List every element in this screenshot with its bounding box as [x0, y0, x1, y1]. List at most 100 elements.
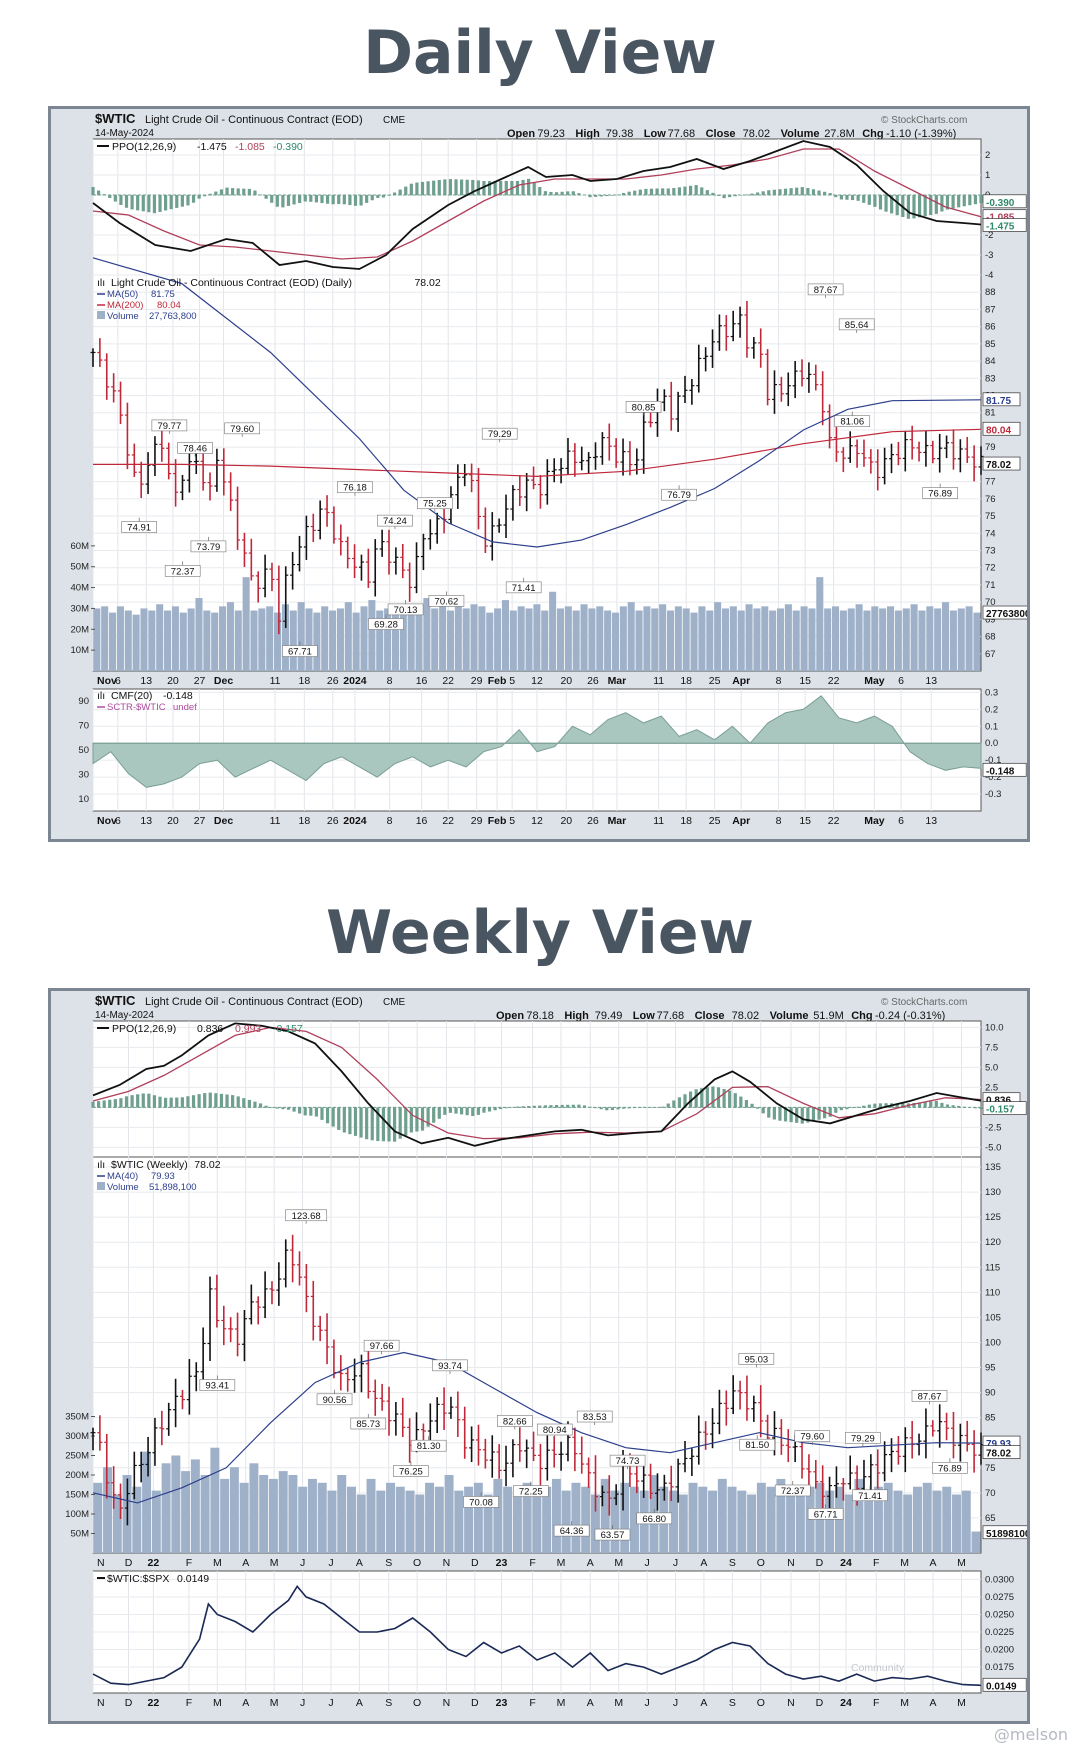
ppo-tick: 1 — [985, 170, 990, 181]
source: © StockCharts.com — [881, 115, 967, 126]
ppo-histogram-bar — [588, 195, 592, 198]
volume-bar — [259, 1475, 269, 1553]
ppo-histogram-bar — [878, 1103, 883, 1108]
x-tick-1: A — [356, 1697, 363, 1709]
ppo-histogram-bar — [286, 1107, 291, 1110]
daily-chart-canvas: $WTIC Light Crude Oil - Continuous Contra… — [71, 111, 1027, 827]
ppo-histogram-bar — [750, 193, 754, 196]
x-tick-0: Nov — [97, 675, 117, 687]
ppo-histogram-bar — [515, 1106, 520, 1108]
sctr-legend-value: undef — [173, 702, 197, 713]
ppo-histogram-bar — [778, 1107, 782, 1121]
price-tick: 125 — [985, 1212, 1001, 1223]
ppo-histogram-bar — [298, 195, 302, 204]
x-tick-0: 20 — [167, 675, 179, 687]
volume-bar — [258, 608, 266, 671]
price-label: 79.77 — [157, 421, 181, 432]
ppo-histogram-bar — [577, 193, 581, 196]
x-tick-0: May — [864, 675, 885, 687]
volume-bar — [678, 1494, 688, 1553]
ppo-histogram-bar — [119, 1098, 123, 1108]
volume-bar — [344, 602, 352, 671]
ppo-histogram-bar — [443, 179, 447, 196]
ppo-histogram-bar — [415, 1107, 419, 1132]
volume-bar — [533, 604, 541, 671]
ppo-histogram-bar — [158, 1096, 162, 1108]
volume-bar — [795, 1494, 805, 1553]
cmf-tick: -0.3 — [985, 789, 1001, 800]
price-tick: 69 — [985, 614, 996, 625]
volume-bar — [305, 608, 313, 671]
ma40-legend: MA(40) — [107, 1171, 138, 1182]
ppo-badge-2-box — [982, 218, 1027, 232]
volume-bar — [792, 610, 800, 671]
ppo-histogram-bar — [359, 1107, 363, 1138]
volume-bar — [101, 606, 109, 671]
ppo-histogram-bar — [649, 188, 654, 196]
ppo-histogram-bar — [554, 1104, 559, 1108]
x-tick-1: 29 — [471, 815, 483, 827]
x-tick-1: 12 — [531, 815, 543, 827]
ppo-histogram-bar — [733, 1093, 737, 1108]
price-label-box — [177, 442, 213, 454]
ppo-histogram-bar — [292, 1107, 296, 1112]
ppo-histogram-bar — [136, 1094, 140, 1108]
ppo-histogram-bar — [141, 195, 145, 212]
ppo-histogram-bar — [264, 1105, 268, 1108]
x-tick-1: 27 — [194, 815, 206, 827]
volume-bar — [971, 1531, 981, 1553]
price-label: 76.89 — [928, 489, 952, 500]
ppo-histogram-bar — [365, 1107, 369, 1140]
date: 14-May-2024 — [95, 1010, 154, 1021]
ppo-histogram-bar — [353, 1107, 358, 1136]
ppo-legend: PPO(12,26,9) — [112, 1023, 176, 1035]
volume-bar — [493, 1478, 503, 1553]
price-label: 81.06 — [840, 417, 864, 428]
ppo-histogram-bar — [772, 189, 776, 196]
x-tick-0: N — [443, 1557, 451, 1569]
volume-bar — [957, 608, 965, 671]
volume-bar — [337, 1475, 347, 1553]
price-legend-icon: ılı — [97, 1159, 105, 1171]
ppo-histogram-bar — [270, 1107, 274, 1109]
price-badge-2-box — [982, 456, 1021, 471]
volume-tick: 300M — [65, 1431, 89, 1442]
ppo-histogram-bar — [867, 195, 871, 205]
ppo-histogram-bar — [560, 1104, 564, 1108]
volume-bar — [698, 1486, 708, 1553]
ppo-histogram-bar — [923, 1101, 927, 1108]
x-tick-0: 8 — [387, 675, 393, 687]
ppo-histogram-bar — [839, 1107, 843, 1111]
ppo-histogram-bar — [873, 195, 877, 207]
ppo-histogram-bar — [325, 1107, 330, 1124]
price-label-box — [199, 1379, 236, 1391]
x-tick-1: S — [385, 1697, 392, 1709]
ppo-histogram-bar — [549, 191, 553, 196]
ppo-histogram-bar — [460, 179, 464, 196]
ma40-legend-value: 79.93 — [151, 1171, 175, 1182]
x-tick-1: M — [900, 1697, 909, 1709]
volume-bar — [444, 1475, 454, 1553]
volume-bar — [894, 610, 902, 671]
x-tick-0: F — [529, 1557, 535, 1569]
volume-bar — [706, 610, 714, 671]
volume-bar — [124, 610, 132, 671]
volume-bar — [268, 1478, 278, 1553]
volume-bar — [912, 1486, 922, 1553]
price-label: 78.46 — [183, 443, 207, 454]
ohlc-label-3: Close — [706, 128, 736, 140]
ppo-histogram-bar — [487, 1107, 492, 1112]
price-label-box — [852, 1489, 888, 1502]
x-tick-1: D — [125, 1697, 133, 1709]
ppo-histogram-bar — [404, 186, 408, 196]
ppo-histogram-bar — [376, 195, 380, 198]
ppo-histogram-bar — [566, 191, 570, 196]
volume-bar — [808, 608, 816, 671]
ppo-histogram-bar — [806, 188, 810, 196]
ppo-histogram-bar — [621, 193, 626, 196]
ohlc-value-3: 78.02 — [732, 1010, 760, 1022]
price-label-box — [363, 1339, 400, 1352]
volume-bar — [391, 604, 399, 671]
volume-bar — [415, 610, 423, 671]
volume-bar — [600, 1478, 610, 1553]
